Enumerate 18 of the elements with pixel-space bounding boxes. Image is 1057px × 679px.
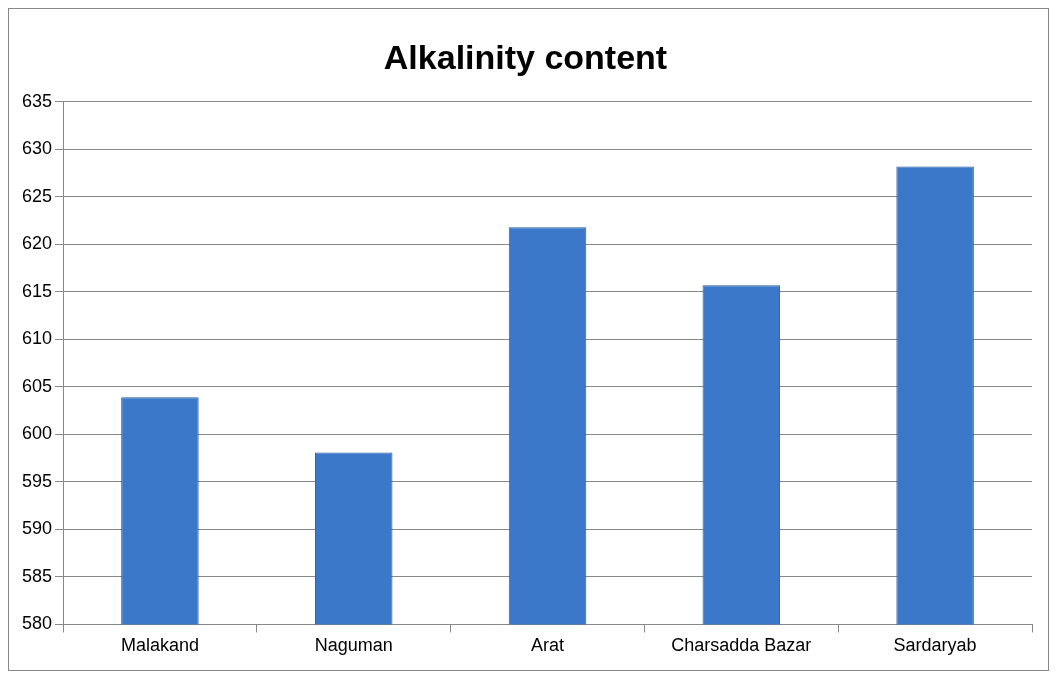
chart-title: Alkalinity content (383, 37, 668, 76)
x-tick-label: Malakand (120, 635, 199, 656)
y-tick-label: 600 (21, 423, 53, 444)
x-tick-label: Arat (531, 635, 565, 656)
y-tick-label: 590 (21, 518, 53, 539)
x-tick-label: Sardaryab (893, 635, 977, 656)
y-tick-label: 630 (21, 138, 53, 159)
y-tick-label: 610 (21, 328, 53, 349)
y-tick-label: 585 (21, 565, 53, 586)
x-tick-label: Naguman (314, 635, 393, 656)
y-tick-label: 615 (21, 280, 53, 301)
y-tick-label: 595 (21, 470, 53, 491)
y-tick-label: 605 (21, 375, 53, 396)
y-tick-label: 620 (21, 233, 53, 254)
y-tick-label: 625 (21, 185, 53, 206)
x-tick-label: Charsadda Bazar (671, 635, 812, 656)
y-tick-label: 580 (21, 613, 53, 634)
y-tick-label: 635 (21, 90, 53, 111)
